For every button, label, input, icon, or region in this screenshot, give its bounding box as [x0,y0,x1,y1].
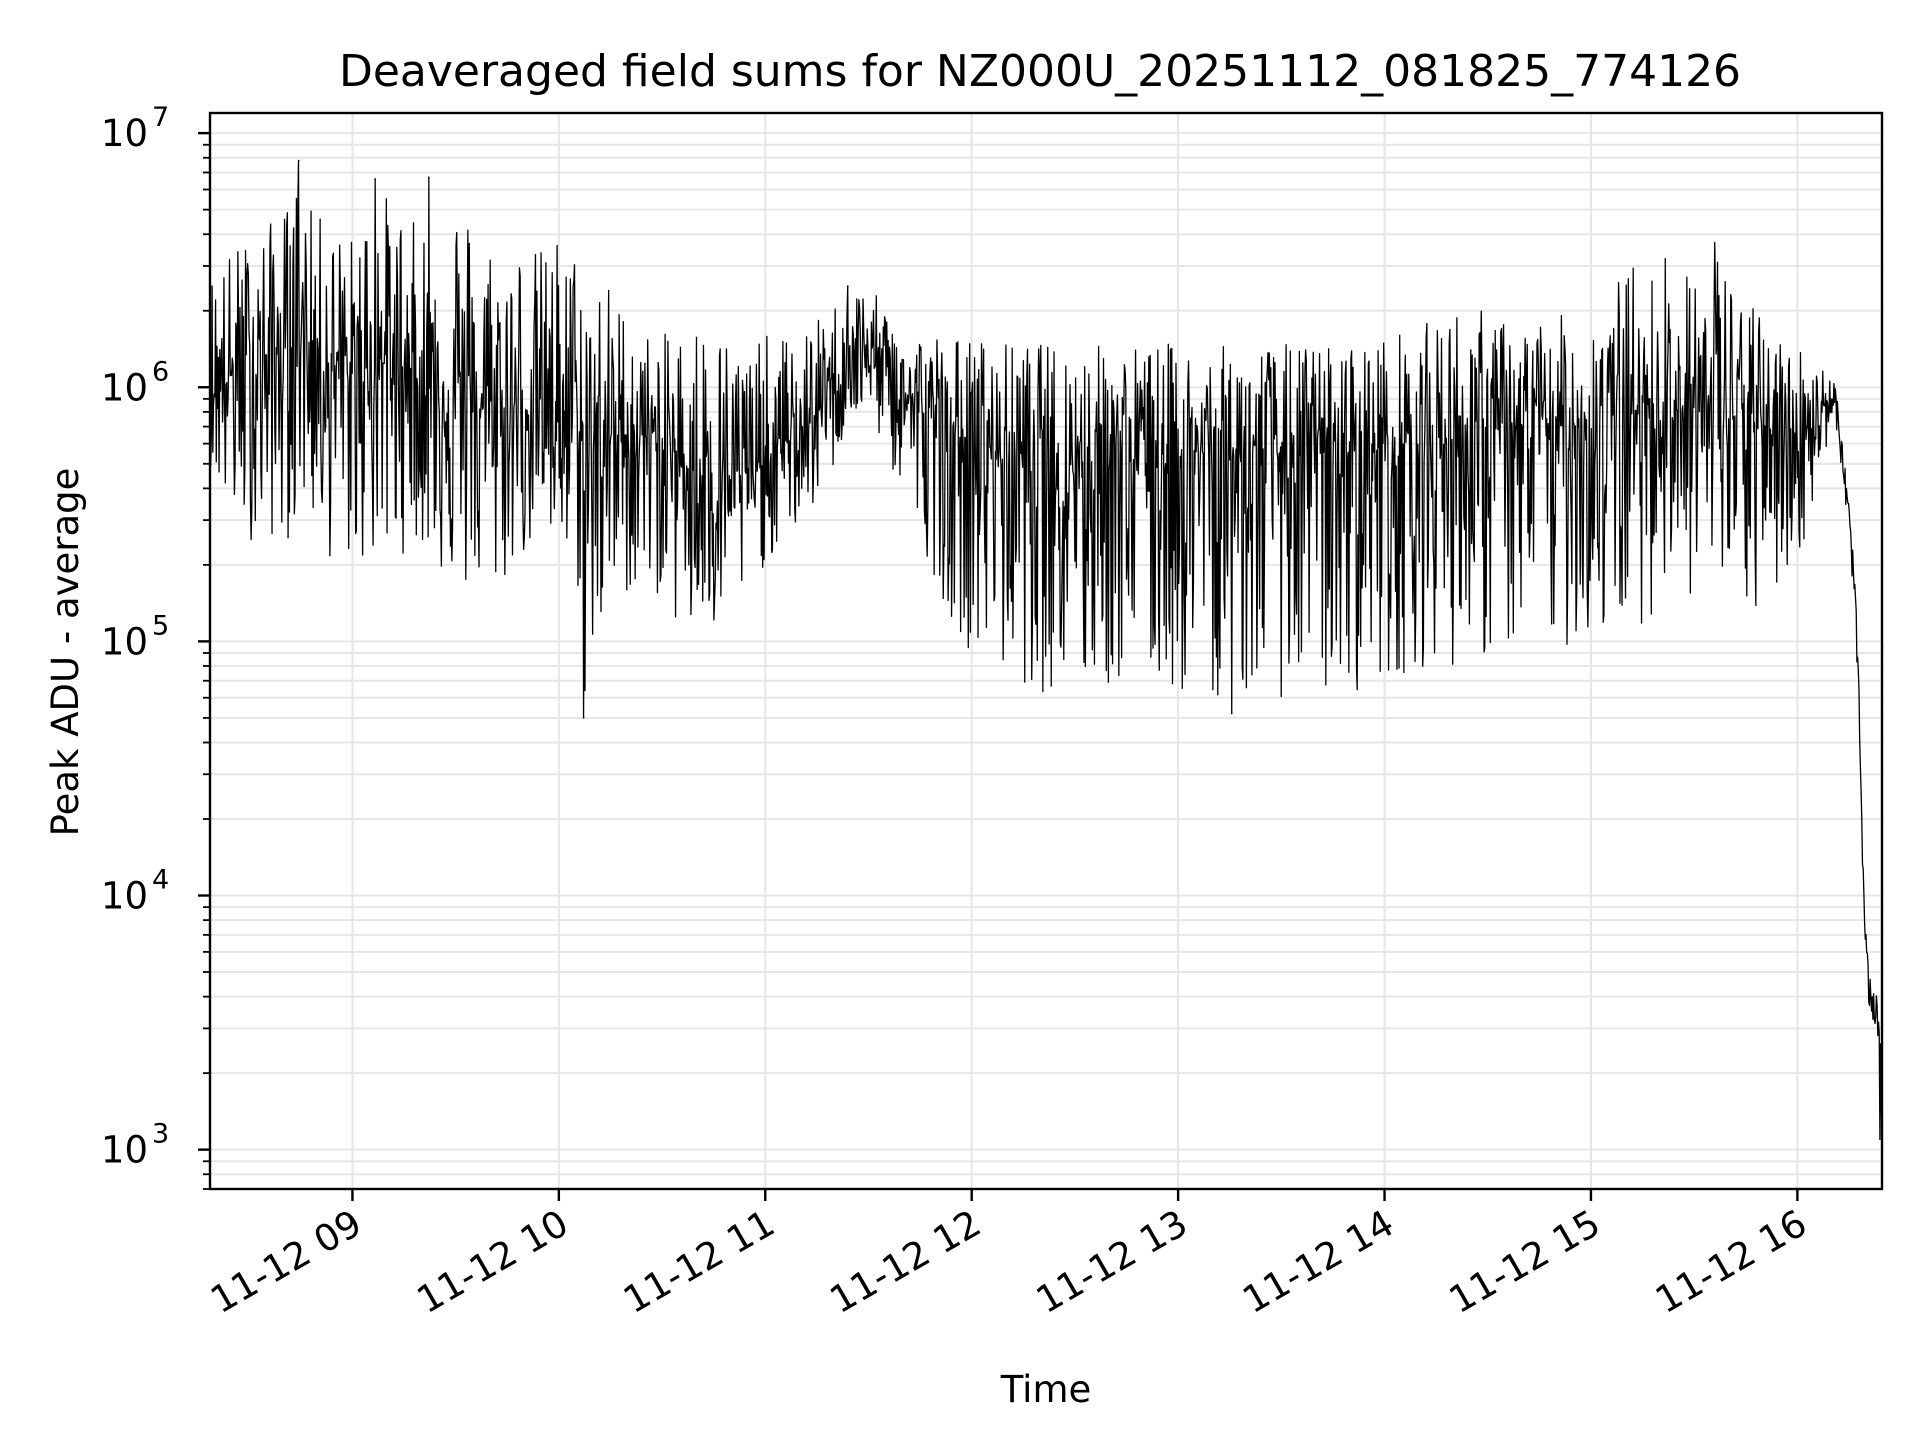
y-tick-base: 10 [101,112,148,155]
y-tick-exponent: 5 [152,610,169,641]
y-tick-label: 10 [101,875,148,918]
y-tick-exponent: 6 [152,356,169,387]
series-group [209,159,1883,1144]
y-tick-label: 10 [101,620,148,663]
y-tick-base: 10 [101,366,148,409]
y-tick-label: 10 [101,366,148,409]
spike-point [847,285,849,287]
plot-frame [208,111,1884,1191]
y-tick-exponent: 7 [152,102,169,133]
spike-point [582,717,585,719]
chart-title: Deaveraged field sums for NZ000U_2025111… [339,46,1741,97]
x-axis-label: Time [1000,1368,1092,1411]
y-axis-label: Peak ADU - average [44,468,87,837]
spike-point [428,176,430,179]
spike-point [1714,242,1716,244]
y-tick-label: 10 [101,1129,148,1172]
spike-point [1664,258,1667,260]
y-tick-base: 10 [101,1129,148,1172]
y-tick-base: 10 [101,875,148,918]
y-tick-exponent: 3 [152,1119,169,1150]
spike-point [374,178,376,180]
spike-point [1230,712,1233,715]
y-tick-base: 10 [101,620,148,663]
spike-point [1879,1138,1881,1140]
spike-point [297,159,300,162]
y-tick-exponent: 4 [152,865,169,896]
series-line [209,159,1883,1144]
y-tick-label: 10 [101,112,148,155]
